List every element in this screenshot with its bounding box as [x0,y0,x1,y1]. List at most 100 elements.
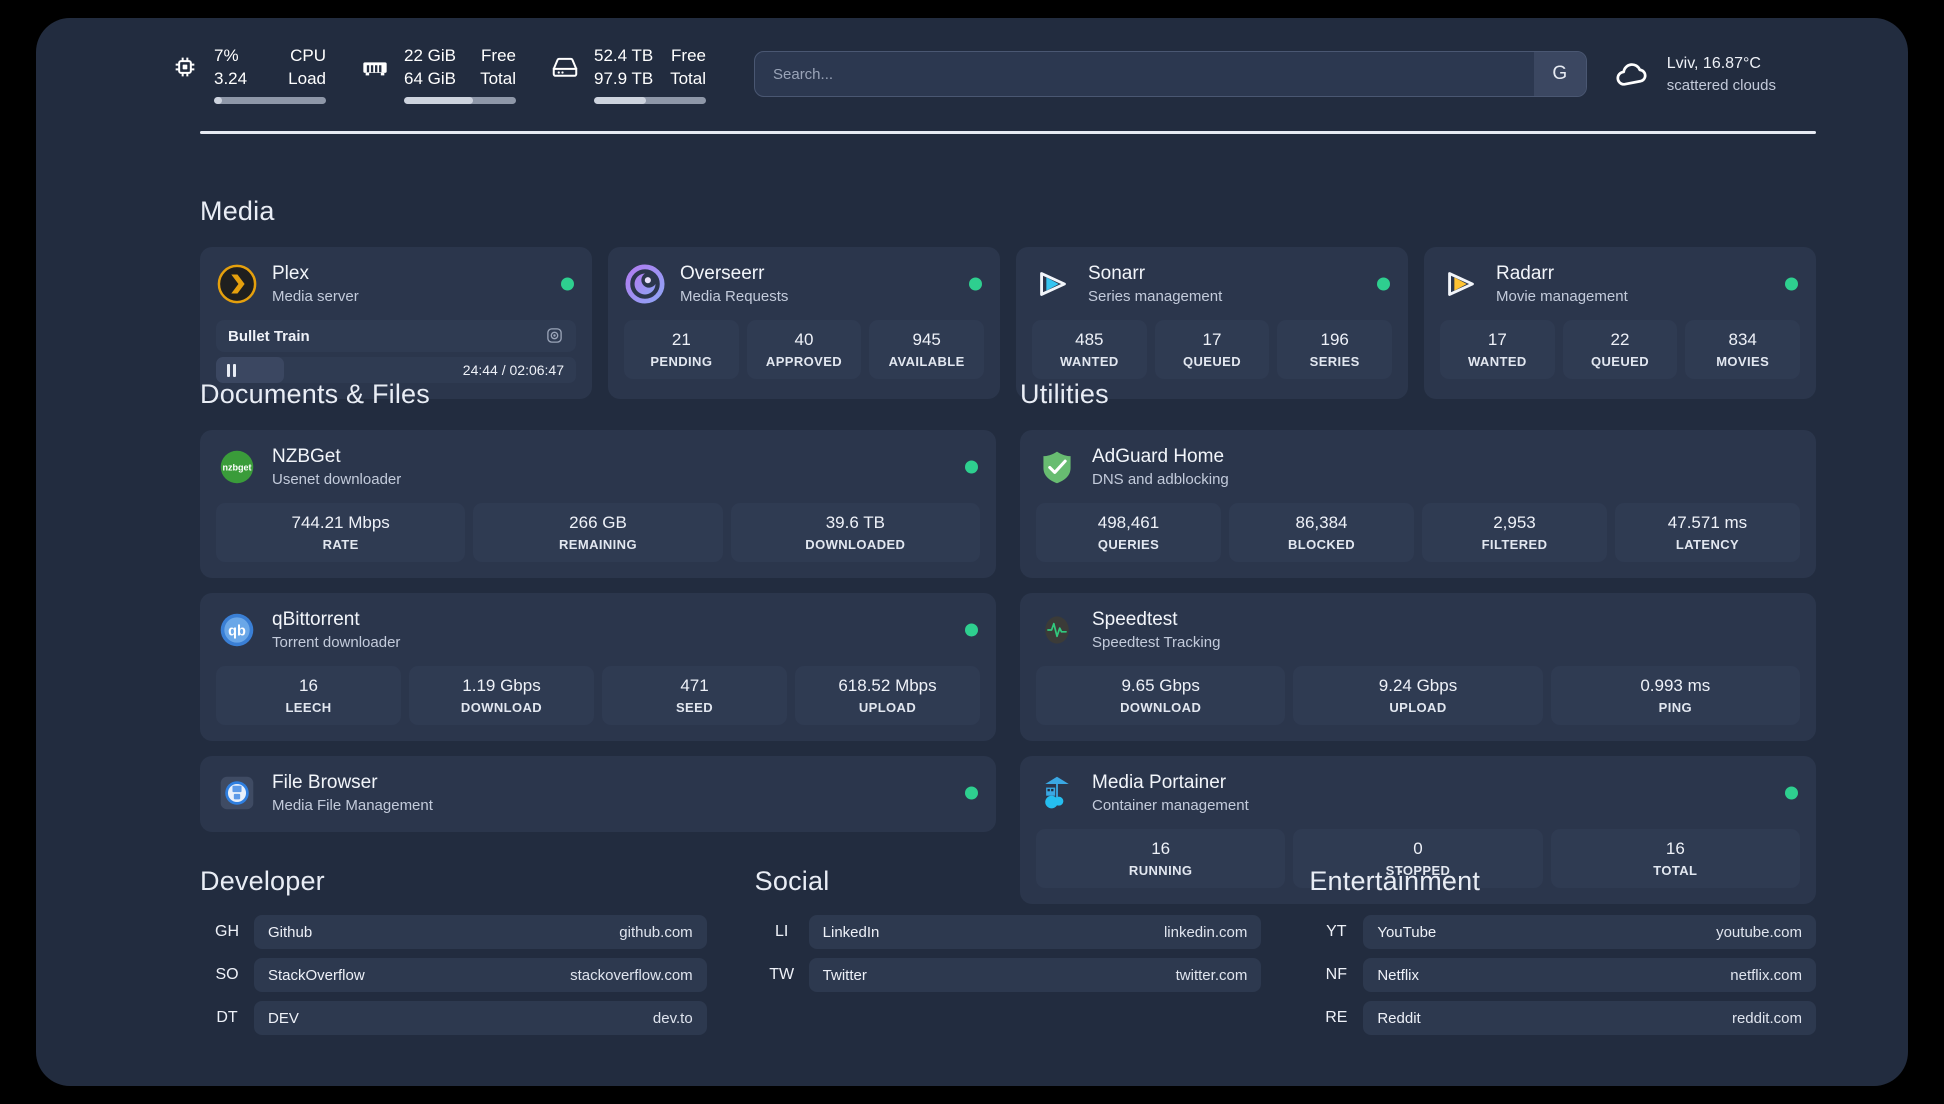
card-title: NZBGet [272,446,341,467]
stat-item: 0 STOPPED [1293,829,1543,888]
stat-label: DOWNLOADED [805,537,906,552]
cpu-load: 3.24 [214,69,248,88]
stat-label: WANTED [1467,354,1527,369]
svg-text:qb: qb [228,623,246,639]
settings-icon[interactable] [546,327,564,345]
stat-item: 9.24 Gbps UPLOAD [1293,666,1543,725]
list-item[interactable]: RE Reddit reddit.com [1309,1001,1816,1035]
list-item[interactable]: NF Netflix netflix.com [1309,958,1816,992]
stat-label: QUERIES [1097,537,1160,552]
stat-value: 1.19 Gbps [462,676,541,695]
bookmark-link[interactable]: Netflix netflix.com [1363,958,1816,992]
bookmarks: Developer GH Github github.com SO StackO… [200,866,1816,1035]
nzbget-logo-icon: nzbget [216,446,258,488]
stat-item: 498,461 QUERIES [1036,503,1221,562]
stat-label: SEED [675,700,713,715]
card-adguard-home[interactable]: AdGuard Home DNS and adblocking 498,461 … [1020,430,1816,578]
stat-item: 744.21 Mbps RATE [216,503,466,562]
storage-label-bottom: Total [670,69,706,88]
search-bar[interactable]: G [754,51,1587,97]
stat-item: 471 SEED [602,666,787,725]
stat-label: FILTERED [1481,537,1548,552]
card-radarr[interactable]: Radarr Movie management 17 WANTED 22 QUE… [1424,247,1816,399]
card-speedtest[interactable]: Speedtest Speedtest Tracking 9.65 Gbps D… [1020,593,1816,741]
cloud-icon [1613,54,1653,94]
storage-usage-bar [594,97,706,104]
bookmark-link[interactable]: Twitter twitter.com [808,958,1262,992]
stat-label: DOWNLOAD [1120,700,1202,715]
card-plex[interactable]: Plex Media server Bullet Train [200,247,592,399]
stat-label: PING [1658,700,1693,715]
stat-label: QUEUED [1182,354,1242,369]
bookmark-badge: DT [216,1009,238,1026]
list-item[interactable]: TW Twitter twitter.com [755,958,1262,992]
bookmark-link[interactable]: YouTube youtube.com [1363,915,1816,949]
bookmark-link[interactable]: Reddit reddit.com [1363,1001,1816,1035]
stat-value: 17 [1487,330,1507,349]
bookmark-group-developer: Developer GH Github github.com SO StackO… [200,866,707,1035]
stat-label: AVAILABLE [888,354,965,369]
now-playing-progress[interactable]: 24:44 / 02:06:47 [216,357,576,383]
search-engine-button[interactable]: G [1533,52,1586,96]
ram-icon [358,50,392,84]
resource-storage: 52.4 TB 97.9 TB Free Total [548,44,706,104]
speedtest-logo-icon [1036,609,1078,651]
stats-row: 17 WANTED 22 QUEUED 834 MOVIES [1440,320,1801,379]
card-overseerr[interactable]: Overseerr Media Requests 21 PENDING 40 A… [608,247,1000,399]
storage-total: 97.9 TB [594,69,654,88]
card-nzbget[interactable]: nzbget NZBGet Usenet downloader 74 [200,430,996,578]
card-media-portainer[interactable]: Media Portainer Container management 16 … [1020,756,1816,904]
search-input[interactable] [755,52,1534,96]
stat-label: STOPPED [1385,863,1451,878]
progress-fill [216,357,285,383]
section-title-documents: Documents & Files [200,379,430,409]
stat-label: PENDING [650,354,713,369]
bookmark-link[interactable]: Github github.com [254,915,707,949]
stat-value: 21 [671,330,691,349]
dashboard-page: 7% 3.24 CPU Load [36,18,1908,1086]
bookmark-name: StackOverflow [268,966,365,984]
qbittorrent-logo-icon: qb [216,609,258,651]
stat-label: SERIES [1309,354,1360,369]
bookmark-link[interactable]: DEV dev.to [254,1001,707,1035]
stat-value: 16 [1151,839,1171,858]
bookmark-link[interactable]: StackOverflow stackoverflow.com [254,958,707,992]
storage-free: 52.4 TB [594,46,654,65]
list-item[interactable]: GH Github github.com [200,915,707,949]
stat-item: 17 WANTED [1440,320,1555,379]
stat-value: 471 [680,676,709,695]
stat-value: 16 [299,676,318,695]
stat-item: 945 AVAILABLE [869,320,985,379]
card-subtitle: Container management [1092,797,1249,814]
card-title: Speedtest [1092,609,1178,630]
card-sonarr[interactable]: Sonarr Series management 485 WANTED 17 Q… [1016,247,1408,399]
bookmark-name: Netflix [1377,966,1420,984]
plex-logo-icon [216,263,258,305]
card-title: AdGuard Home [1092,446,1225,467]
stat-value: 485 [1075,330,1104,349]
list-item[interactable]: YT YouTube youtube.com [1309,915,1816,949]
card-title: Media Portainer [1092,772,1227,793]
bookmark-badge: YT [1326,923,1347,940]
bookmark-link[interactable]: LinkedIn linkedin.com [808,915,1262,949]
stat-label: DOWNLOAD [460,700,543,715]
bookmark-name: Twitter [822,966,867,984]
section-documents: Documents & Files nzbget [200,379,996,904]
resource-memory: 22 GiB 64 GiB Free Total [358,44,516,104]
list-item[interactable]: LI LinkedIn linkedin.com [755,915,1262,949]
weather-widget[interactable]: Lviv, 16.87°C scattered clouds [1613,54,1776,94]
list-item[interactable]: DT DEV dev.to [200,1001,707,1035]
stat-item: 16 LEECH [216,666,401,725]
card-file-browser[interactable]: File Browser Media File Management [200,756,996,832]
filebrowser-logo-icon [216,772,258,814]
stat-value: 744.21 Mbps [291,513,390,532]
section-title-social: Social [754,866,830,896]
stat-item: 39.6 TB DOWNLOADED [730,503,980,562]
card-title: Plex [272,263,309,284]
card-qbittorrent[interactable]: qb qBittorrent Torrent downloader [200,593,996,741]
list-item[interactable]: SO StackOverflow stackoverflow.com [200,958,707,992]
adguard-logo-icon [1036,446,1078,488]
stat-value: 40 [794,330,814,349]
card-subtitle: Usenet downloader [272,471,402,488]
stat-value: 47.571 ms [1667,513,1748,532]
